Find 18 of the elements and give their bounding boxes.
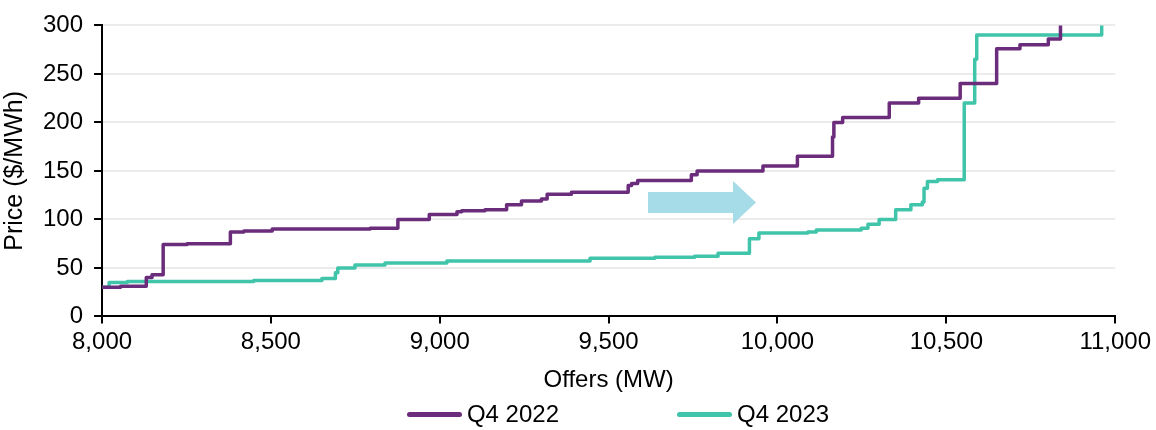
x-axis-title: Offers (MW)	[543, 365, 674, 393]
y-tick-label: 300	[43, 10, 84, 38]
y-tick-label: 200	[43, 107, 84, 135]
x-tick-label: 9,500	[578, 327, 639, 355]
x-tick-label: 8,500	[240, 327, 301, 355]
legend-label: Q4 2023	[737, 400, 830, 428]
y-tick-label: 0	[69, 301, 84, 329]
x-tick-label: 10,000	[740, 327, 815, 355]
legend-label: Q4 2022	[466, 400, 559, 428]
x-tick-label: 11,000	[1079, 327, 1151, 355]
x-tick-label: 10,500	[909, 327, 984, 355]
y-tick-label: 150	[43, 155, 84, 183]
y-axis-title: Price ($/MWh)	[0, 91, 27, 251]
y-tick-label: 50	[56, 252, 84, 280]
x-tick-label: 9,000	[409, 327, 470, 355]
y-tick-label: 250	[43, 58, 84, 86]
y-tick-label: 100	[43, 204, 84, 232]
x-tick-label: 8,000	[72, 327, 133, 355]
